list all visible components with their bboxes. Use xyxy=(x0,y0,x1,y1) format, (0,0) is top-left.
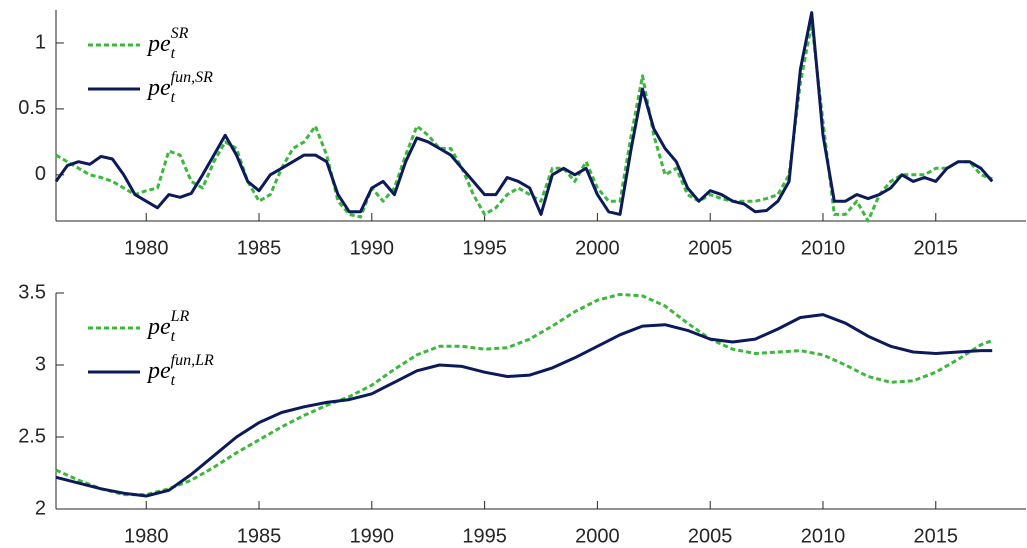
y-tick-label: 2 xyxy=(35,497,46,519)
x-tick-label: 2015 xyxy=(914,525,959,547)
y-tick-label: 3.5 xyxy=(18,281,46,303)
y-tick-label: 0.5 xyxy=(18,97,46,119)
legend-label: pet SR xyxy=(146,25,189,62)
legend-name: pe xyxy=(146,358,171,384)
series-line xyxy=(55,21,993,223)
legend-sub: t xyxy=(171,372,176,389)
legend-sup: LR xyxy=(170,308,190,325)
x-tick-label: 2010 xyxy=(801,525,846,547)
x-tick-label: 2000 xyxy=(575,525,620,547)
series-line xyxy=(54,11,994,216)
x-tick-label: 1985 xyxy=(237,525,282,547)
legend-name: pe xyxy=(146,31,171,57)
legend-sub: t xyxy=(171,45,176,62)
y-tick-label: 0 xyxy=(35,163,46,185)
series-line xyxy=(55,292,993,497)
x-tick-label: 2015 xyxy=(914,237,959,259)
x-tick-label: 1990 xyxy=(350,525,395,547)
x-tick-label: 2000 xyxy=(575,237,620,259)
y-tick-label: 1 xyxy=(35,31,46,53)
y-tick-label: 3 xyxy=(35,353,46,375)
x-tick-label: 1980 xyxy=(124,525,169,547)
legend-label: pet fun,SR xyxy=(146,69,213,106)
legend-sup: fun,SR xyxy=(171,69,213,86)
legend-sub: t xyxy=(171,328,176,345)
legend-sup: SR xyxy=(171,25,189,42)
series-line xyxy=(55,313,993,498)
x-tick-label: 1980 xyxy=(124,237,169,259)
x-tick-label: 1990 xyxy=(350,237,395,259)
legend-label: pet LR xyxy=(146,308,190,345)
legend-name: pe xyxy=(146,75,171,101)
x-tick-label: 2005 xyxy=(688,525,733,547)
x-tick-label: 1995 xyxy=(462,525,507,547)
y-tick-label: 2.5 xyxy=(18,425,46,447)
x-tick-label: 1995 xyxy=(462,237,507,259)
legend-sup: fun,LR xyxy=(171,352,214,369)
legend-name: pe xyxy=(146,314,171,340)
x-tick-label: 1985 xyxy=(237,237,282,259)
x-tick-label: 2005 xyxy=(688,237,733,259)
legend-sub: t xyxy=(171,89,176,106)
x-tick-label: 2010 xyxy=(801,237,846,259)
legend-label: pet fun,LR xyxy=(146,352,214,389)
